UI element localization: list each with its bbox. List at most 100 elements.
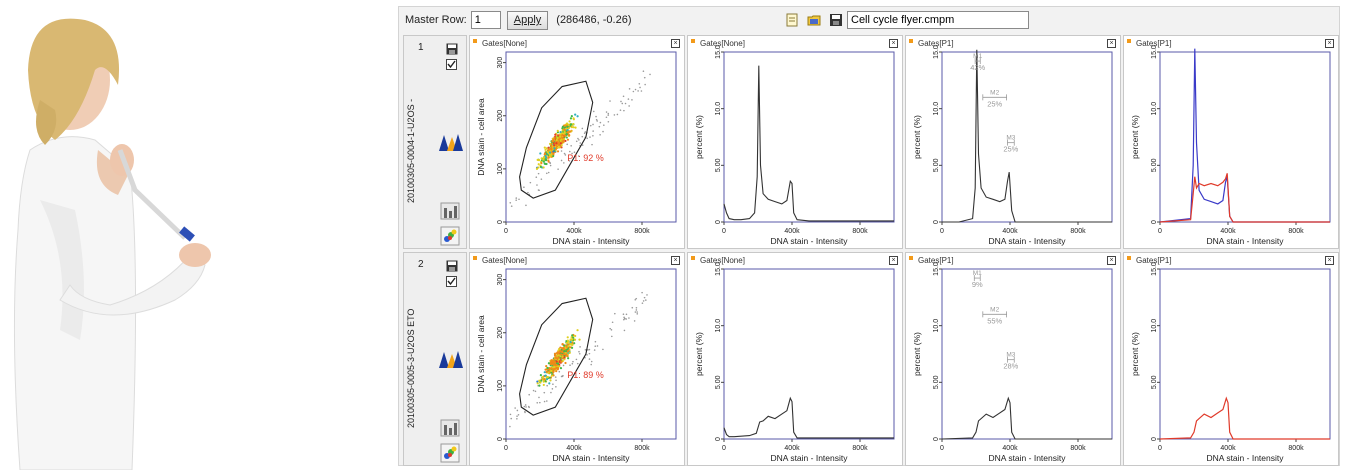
x-tick-label: 0 (1158, 445, 1162, 452)
close-icon[interactable]: × (671, 256, 680, 265)
close-icon[interactable]: × (1325, 39, 1334, 48)
plot-panel[interactable]: Gates[None] × 0 400k 800k 0 5.00 10.0 15.0 DNA … (687, 35, 903, 249)
plot-panel[interactable]: Gates[P1] × 0 400k 800k 0 5.00 10.0 15.0 DNA st… (1123, 35, 1339, 249)
scatter-point (558, 145, 561, 148)
scatter-point (549, 379, 552, 382)
scatter-point (532, 389, 535, 392)
scatter-point (581, 135, 584, 138)
scatter-point (539, 165, 543, 169)
scatter-point (545, 162, 548, 166)
scatter-point (552, 374, 555, 377)
plot-panel[interactable]: Gates[P1] × 0 400k 800k 0 5.00 10.0 15.0 DNA st… (1123, 252, 1339, 466)
marker-name: M3 (1006, 135, 1015, 142)
scatter-point (557, 354, 561, 357)
close-icon[interactable]: × (671, 39, 680, 48)
y-tick-label: 15.0 (1151, 262, 1158, 276)
x-tick-label: 0 (940, 228, 944, 235)
scatter-point (581, 127, 584, 130)
save-icon[interactable] (446, 259, 458, 277)
scatter-point (527, 191, 529, 194)
checkbox-icon[interactable] (446, 274, 457, 292)
open-folder-icon[interactable] (807, 13, 821, 27)
scatter-point (628, 105, 630, 107)
scatter-point (599, 133, 601, 136)
scatter-point (553, 365, 556, 369)
scatter-point (596, 120, 599, 122)
scatter-point (566, 350, 569, 353)
checkbox-icon[interactable] (446, 57, 457, 75)
scatter-point (537, 158, 541, 162)
plot-panel[interactable]: Gates[None] × 0 400k 800k 0 5.00 10.0 15.0 DNA … (687, 252, 903, 466)
histogram-chart-icon[interactable] (438, 132, 464, 157)
scatter-point (581, 144, 584, 146)
apply-button[interactable]: Apply (506, 10, 549, 30)
scatter-point (540, 157, 543, 160)
close-icon[interactable]: × (889, 256, 898, 265)
scatter-point (544, 380, 547, 383)
master-row-input[interactable] (470, 11, 501, 29)
plot-panel[interactable]: Gates[P1] × 0 400k 800k 0 5.00 10.0 15.0 DNA st… (905, 35, 1121, 249)
bar-chart-icon[interactable] (440, 419, 460, 442)
scatter-point (542, 160, 545, 163)
histogram-chart-icon[interactable] (438, 349, 464, 374)
scatter-point (572, 117, 575, 120)
scatter-point (523, 186, 525, 188)
plot-panel[interactable]: Gates[None] × 0 400k 800k 0 100 200 300 DNA sta… (469, 252, 685, 466)
histogram-plot: 0 400k 800k 0 5.00 10.0 15.0 DNA stain - Intens… (694, 262, 895, 463)
scatter-point (572, 360, 574, 363)
close-icon[interactable]: × (889, 39, 898, 48)
scatter-plot-icon[interactable] (440, 443, 460, 468)
scatter-point (556, 362, 560, 365)
scatter-point (610, 329, 613, 331)
scatter-point (634, 298, 637, 301)
scatter-point (550, 148, 553, 151)
scatter-point (566, 336, 569, 339)
scatter-point (553, 147, 556, 150)
scatter-point (552, 371, 555, 374)
scatter-point (524, 404, 527, 406)
scatter-point (547, 159, 550, 162)
scatter-point (633, 320, 636, 322)
bar-chart-icon[interactable] (440, 202, 460, 225)
scatter-point (546, 384, 548, 387)
scatter-point (596, 345, 599, 347)
scatter-point (568, 346, 572, 349)
scatter-point (552, 152, 555, 155)
close-icon[interactable]: × (1325, 256, 1334, 265)
scatter-point (574, 126, 577, 129)
save-icon[interactable] (446, 42, 458, 60)
x-tick-label: 400k (784, 445, 800, 452)
scatter-point (555, 366, 559, 370)
save-icon[interactable] (829, 13, 843, 27)
scatter-point (549, 164, 552, 167)
x-tick-label: 0 (722, 228, 726, 235)
scatter-plot-icon[interactable] (440, 226, 460, 251)
plot-panel[interactable]: Gates[P1] × 0 400k 800k 0 5.00 10.0 15.0 DNA st… (905, 252, 1121, 466)
scatter-point (537, 172, 540, 175)
scatter-point (643, 296, 646, 299)
scatter-point (587, 349, 589, 351)
y-tick-label: 0 (497, 437, 504, 441)
x-tick-label: 0 (504, 445, 508, 452)
document-icon[interactable] (785, 13, 799, 27)
plot-panel[interactable]: Gates[None] × 0 400k 800k 0 100 200 300 DNA sta… (469, 35, 685, 249)
x-tick-label: 800k (852, 445, 868, 452)
close-icon[interactable]: × (1107, 39, 1116, 48)
file-name-input[interactable] (847, 11, 1029, 29)
x-tick-label: 0 (940, 445, 944, 452)
plot-frame (505, 268, 677, 440)
close-icon[interactable]: × (1107, 256, 1116, 265)
scatter-point (547, 146, 550, 149)
scatter-point (539, 381, 542, 384)
scatter-point (603, 124, 605, 126)
scatter-point (509, 413, 512, 416)
scatter-point (540, 178, 543, 180)
scatter-point (642, 70, 645, 73)
marker-percent: 25% (987, 99, 1002, 108)
y-tick-label: 5.00 (715, 158, 722, 172)
x-tick-label: 400k (566, 228, 582, 235)
scatter-point (537, 166, 540, 169)
scatter-point (543, 378, 546, 381)
y-tick-label: 15.0 (933, 45, 940, 59)
scatter-point (548, 376, 551, 379)
